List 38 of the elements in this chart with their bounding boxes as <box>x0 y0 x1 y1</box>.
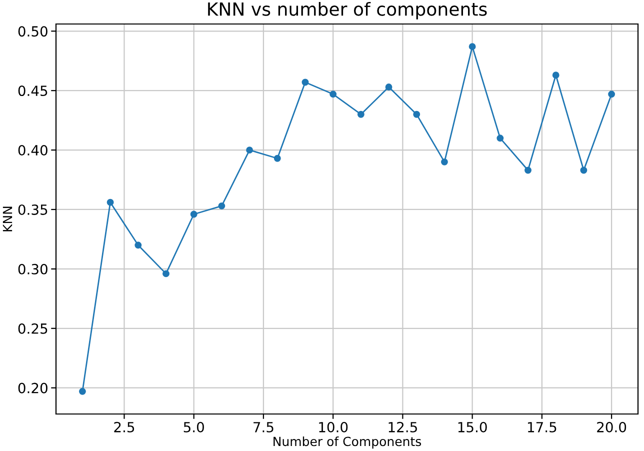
point <box>218 202 226 210</box>
x-tick-label: 20.0 <box>597 422 626 432</box>
x-tick-label: 5.0 <box>184 422 204 432</box>
point <box>496 134 504 142</box>
y-tick-label: 0.45 <box>18 86 48 96</box>
point <box>524 166 532 174</box>
y-tick-label: 0.35 <box>18 204 48 215</box>
point <box>440 158 448 166</box>
x-tick-label: 12.5 <box>388 422 417 432</box>
point <box>162 270 170 278</box>
y-tick-label: 0.20 <box>18 382 48 394</box>
x-tick-label: 17.5 <box>528 422 556 432</box>
point <box>106 198 114 206</box>
point <box>246 146 254 154</box>
point <box>413 110 420 118</box>
point <box>608 90 616 98</box>
y-tick-label: 0.25 <box>18 323 48 334</box>
y-axis-title: KNN <box>2 206 12 232</box>
x-tick-label: 7.5 <box>254 422 274 432</box>
y-tick-label: 0.40 <box>18 145 48 156</box>
point <box>385 84 392 90</box>
point <box>274 154 281 162</box>
x-tick-label: 15.0 <box>458 422 487 432</box>
point <box>468 43 476 50</box>
point <box>357 110 364 118</box>
x-tick-label: 10.0 <box>319 422 348 432</box>
y-tick-label: 0.30 <box>18 264 48 274</box>
x-axis-title: Number of Components <box>274 436 422 449</box>
chart-title: KNN vs number of components <box>208 2 487 20</box>
y-tick-label: 0.50 <box>18 26 48 37</box>
point <box>302 78 309 86</box>
point <box>134 242 142 249</box>
point <box>580 166 588 174</box>
point <box>330 90 337 98</box>
point <box>552 72 560 79</box>
x-tick-label: 2.5 <box>114 422 134 432</box>
point <box>78 388 86 395</box>
point <box>190 210 198 218</box>
